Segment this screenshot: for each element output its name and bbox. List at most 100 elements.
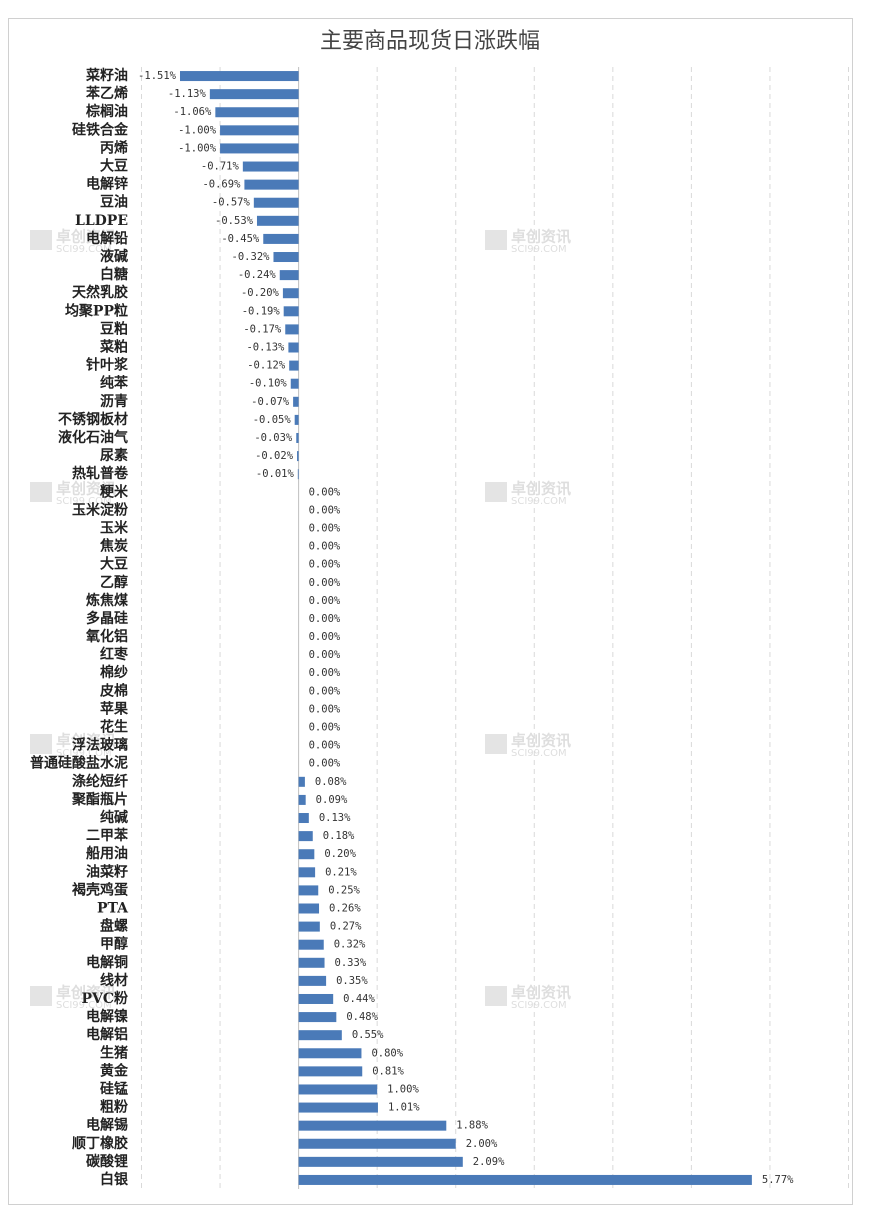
chart-title: 主要商品现货日涨跌幅 <box>320 29 540 54</box>
y-tick-label: PVC粉 <box>81 990 128 1007</box>
value-label: 0.21% <box>325 866 357 878</box>
watermark-text: 卓创资讯 <box>511 732 571 750</box>
value-label: 0.25% <box>328 884 360 896</box>
bar <box>296 432 299 443</box>
value-label: -1.13% <box>168 88 207 100</box>
watermark-text: 卓创资讯 <box>511 480 571 498</box>
chart-frame <box>8 18 853 1205</box>
y-tick-label: 液碱 <box>100 248 128 265</box>
value-label: 0.00% <box>309 685 341 697</box>
value-label: 0.81% <box>372 1065 404 1077</box>
y-tick-label: 聚酯瓶片 <box>71 791 128 808</box>
bar <box>298 831 313 842</box>
value-label: -0.24% <box>238 269 277 281</box>
watermark-text: 卓创资讯 <box>511 984 571 1002</box>
y-tick-label: 盘螺 <box>100 918 128 935</box>
value-label: 0.00% <box>309 595 341 607</box>
bar <box>290 378 299 389</box>
value-label: 0.08% <box>315 776 347 788</box>
bar <box>298 1120 447 1131</box>
y-tick-label: 玉米 <box>100 519 129 536</box>
bar <box>298 1102 378 1113</box>
y-tick-label: 硅铁合金 <box>72 121 129 138</box>
value-label: 0.20% <box>324 848 356 860</box>
watermark-text: SCI99.COM <box>511 748 567 759</box>
value-label: 0.27% <box>330 921 362 933</box>
y-tick-label: 粗粉 <box>100 1099 128 1116</box>
value-label: -0.53% <box>215 215 254 227</box>
y-tick-label: 棉纱 <box>100 664 128 681</box>
value-label: 0.35% <box>336 975 368 987</box>
value-label: 0.55% <box>352 1029 384 1041</box>
value-label: 0.00% <box>309 703 341 715</box>
watermark-logo <box>30 482 52 502</box>
value-label: -1.06% <box>173 106 212 118</box>
bar <box>215 107 299 118</box>
y-tick-label: 普通硅酸盐水泥 <box>30 755 128 772</box>
bar <box>285 324 299 335</box>
watermark-text: SCI99.COM <box>511 496 567 507</box>
value-label: 0.00% <box>309 758 341 770</box>
value-label: 0.00% <box>309 722 341 734</box>
watermark-logo <box>485 986 507 1006</box>
y-tick-label: 不锈钢板材 <box>58 411 128 428</box>
bar <box>298 776 305 787</box>
bar <box>298 957 325 968</box>
y-tick-label: 二甲苯 <box>86 827 129 844</box>
bar <box>298 849 315 860</box>
watermark-text: 卓创资讯 <box>56 228 116 246</box>
y-tick-label: 皮棉 <box>99 682 128 699</box>
y-tick-label: 沥青 <box>100 393 128 410</box>
value-label: 0.80% <box>371 1047 403 1059</box>
bar <box>298 1030 342 1041</box>
value-label: -0.10% <box>249 378 288 390</box>
watermark-logo <box>30 986 52 1006</box>
bar <box>298 1048 362 1059</box>
watermark-text: 卓创资讯 <box>56 984 116 1002</box>
bar <box>288 342 299 353</box>
y-tick-label: 大豆 <box>100 556 128 573</box>
bar <box>298 1066 363 1077</box>
bar <box>283 306 299 317</box>
value-label: 0.00% <box>309 667 341 679</box>
bar <box>256 215 299 226</box>
y-tick-label: 电解锡 <box>86 1117 128 1134</box>
bar <box>298 794 306 805</box>
value-label: 0.00% <box>309 522 341 534</box>
y-tick-label: 均聚PP粒 <box>65 302 128 319</box>
bar <box>263 233 299 244</box>
y-tick-label: 玉米淀粉 <box>72 501 128 518</box>
bar <box>179 71 299 82</box>
value-label: 0.00% <box>309 740 341 752</box>
y-tick-label: 苹果 <box>100 700 129 717</box>
value-label: -1.00% <box>178 124 217 136</box>
y-tick-label: 涤纶短纤 <box>72 773 128 790</box>
value-label: 1.88% <box>456 1120 488 1132</box>
bar <box>298 975 327 986</box>
y-tick-label: 纯苯 <box>100 375 129 392</box>
watermark-logo <box>485 482 507 502</box>
watermark-text: SCI99.COM <box>56 1000 112 1011</box>
value-label: -0.45% <box>221 233 260 245</box>
bar <box>298 1138 456 1149</box>
value-label: -0.57% <box>212 197 251 209</box>
value-label: -1.51% <box>138 70 177 82</box>
y-tick-label: 棕榈油 <box>85 103 128 120</box>
bar <box>297 451 299 462</box>
watermark-logo <box>485 230 507 250</box>
y-tick-label: 热轧普卷 <box>72 465 129 482</box>
bar <box>298 903 320 914</box>
watermark-text: SCI99.COM <box>56 496 112 507</box>
bar <box>298 867 316 878</box>
value-label: 0.09% <box>316 794 348 806</box>
value-label: 0.00% <box>309 504 341 516</box>
value-label: 0.00% <box>309 541 341 553</box>
watermark-text: 卓创资讯 <box>56 480 116 498</box>
watermark-text: SCI99.COM <box>511 244 567 255</box>
watermark-text: 卓创资讯 <box>56 732 116 750</box>
value-label: 0.26% <box>329 903 361 915</box>
y-tick-label: 大豆 <box>100 158 128 175</box>
y-tick-label: 苯乙烯 <box>85 85 128 102</box>
value-label: 0.00% <box>309 577 341 589</box>
